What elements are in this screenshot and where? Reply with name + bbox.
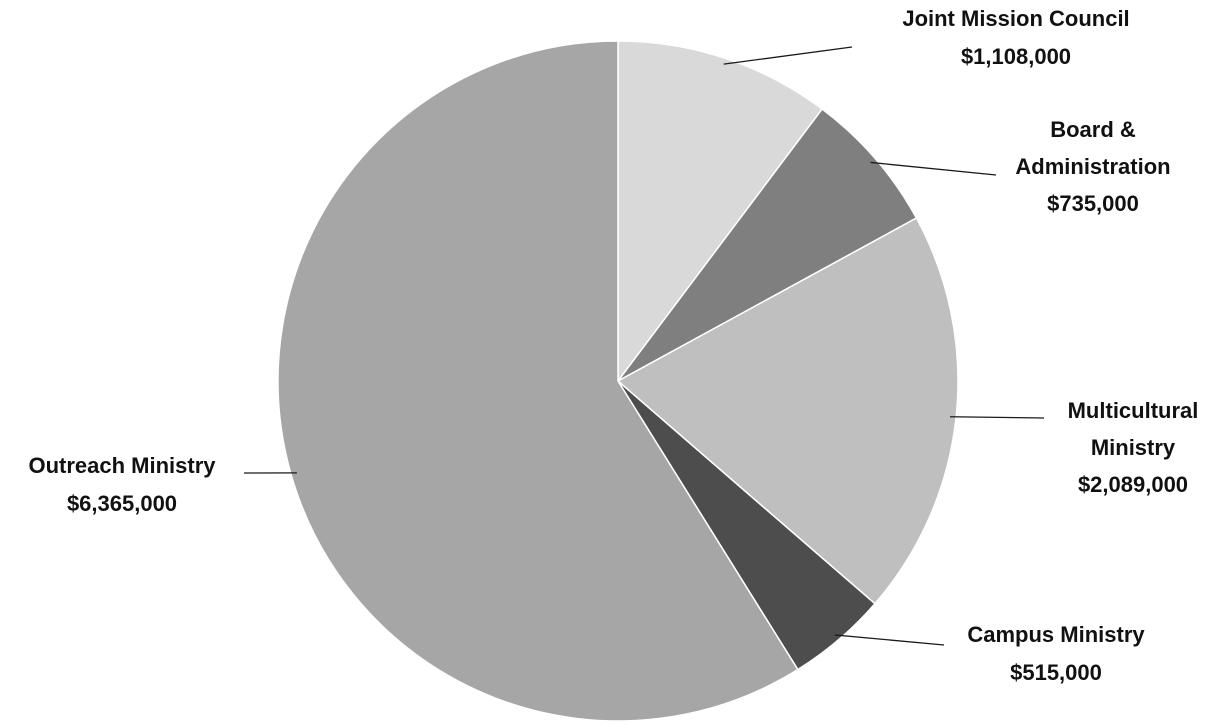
slice-value-label: $1,108,000 bbox=[961, 44, 1071, 69]
labels-layer: Joint Mission Council $1,108,000 Board & Ad… bbox=[28, 6, 1198, 685]
pie-slice-board-administration bbox=[617, 108, 918, 382]
slice-name-label: Administration bbox=[1015, 154, 1170, 179]
slice-name-label: Outreach Ministry bbox=[28, 453, 216, 478]
slices-layer bbox=[277, 40, 959, 722]
slice-name-label: Campus Ministry bbox=[967, 622, 1145, 647]
slice-label: Campus Ministry $515,000 bbox=[967, 622, 1145, 685]
pie-slice-outreach-ministry bbox=[277, 40, 799, 722]
pie-slice-joint-mission-council bbox=[617, 40, 824, 384]
slice-label: Joint Mission Council $1,108,000 bbox=[902, 6, 1129, 69]
slice-label: Outreach Ministry $6,365,000 bbox=[28, 453, 216, 516]
leader-line bbox=[870, 161, 997, 176]
slice-value-label: $735,000 bbox=[1047, 191, 1139, 216]
slice-name-label: Ministry bbox=[1091, 435, 1176, 460]
leader-line bbox=[834, 634, 945, 646]
slice-name-label: Multicultural bbox=[1068, 398, 1199, 423]
slice-value-label: $515,000 bbox=[1010, 660, 1102, 685]
leader-lines-layer bbox=[243, 46, 1045, 646]
slice-name-label: Joint Mission Council bbox=[902, 6, 1129, 31]
slice-value-label: $2,089,000 bbox=[1078, 472, 1188, 497]
slice-label: Board & Administration $735,000 bbox=[1015, 117, 1170, 216]
leader-line bbox=[723, 46, 853, 65]
slice-value-label: $6,365,000 bbox=[67, 491, 177, 516]
slice-name-label: Board & bbox=[1050, 117, 1136, 142]
slice-label: Multicultural Ministry $2,089,000 bbox=[1068, 398, 1199, 497]
leader-line bbox=[950, 416, 1045, 419]
